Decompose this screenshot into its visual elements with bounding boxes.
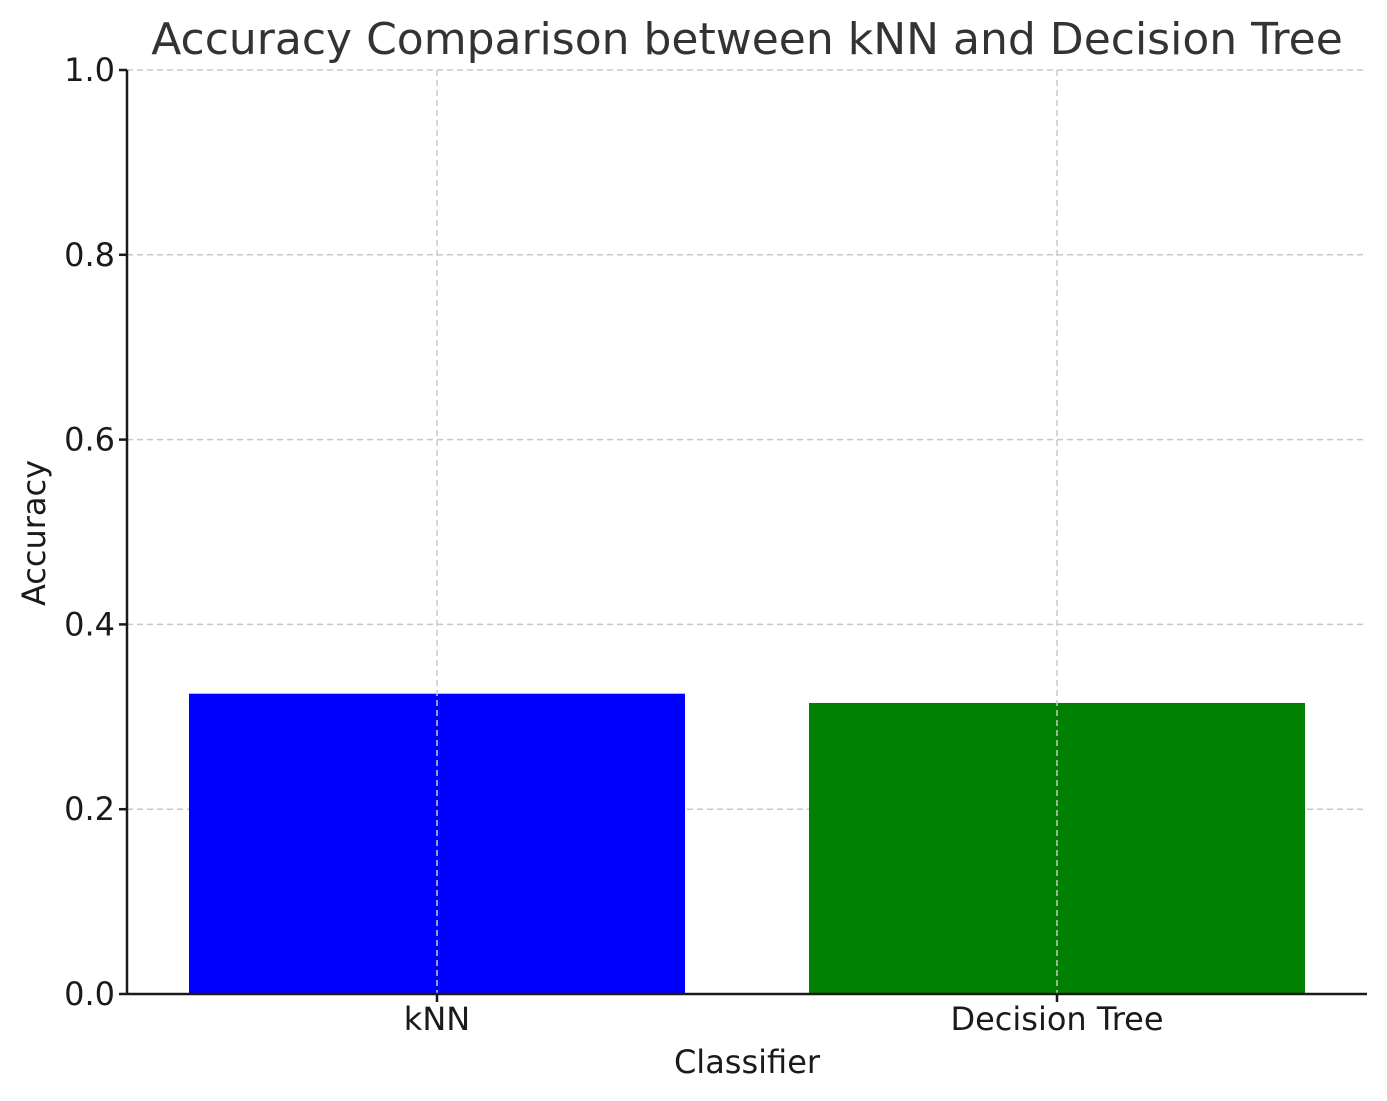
y-tick-label: 0.4 — [64, 605, 115, 643]
chart-title: Accuracy Comparison between kNN and Deci… — [151, 14, 1343, 65]
bars — [189, 693, 1305, 994]
y-tick-label: 0.0 — [64, 975, 115, 1013]
y-tick-label: 0.6 — [64, 421, 115, 459]
vertical-grid — [436, 70, 1058, 994]
y-ticks: 0.0 0.2 0.4 0.6 0.8 1.0 — [64, 51, 127, 1013]
x-ticks: kNN Decision Tree — [404, 994, 1164, 1038]
y-tick-label: 0.2 — [64, 790, 115, 828]
x-tick-label: kNN — [404, 1000, 470, 1038]
y-tick-label: 0.8 — [64, 236, 115, 274]
y-tick-label: 1.0 — [64, 51, 115, 89]
x-tick-label: Decision Tree — [950, 1000, 1163, 1038]
y-axis-label: Accuracy — [15, 460, 53, 606]
x-axis-label: Classifier — [674, 1043, 821, 1081]
